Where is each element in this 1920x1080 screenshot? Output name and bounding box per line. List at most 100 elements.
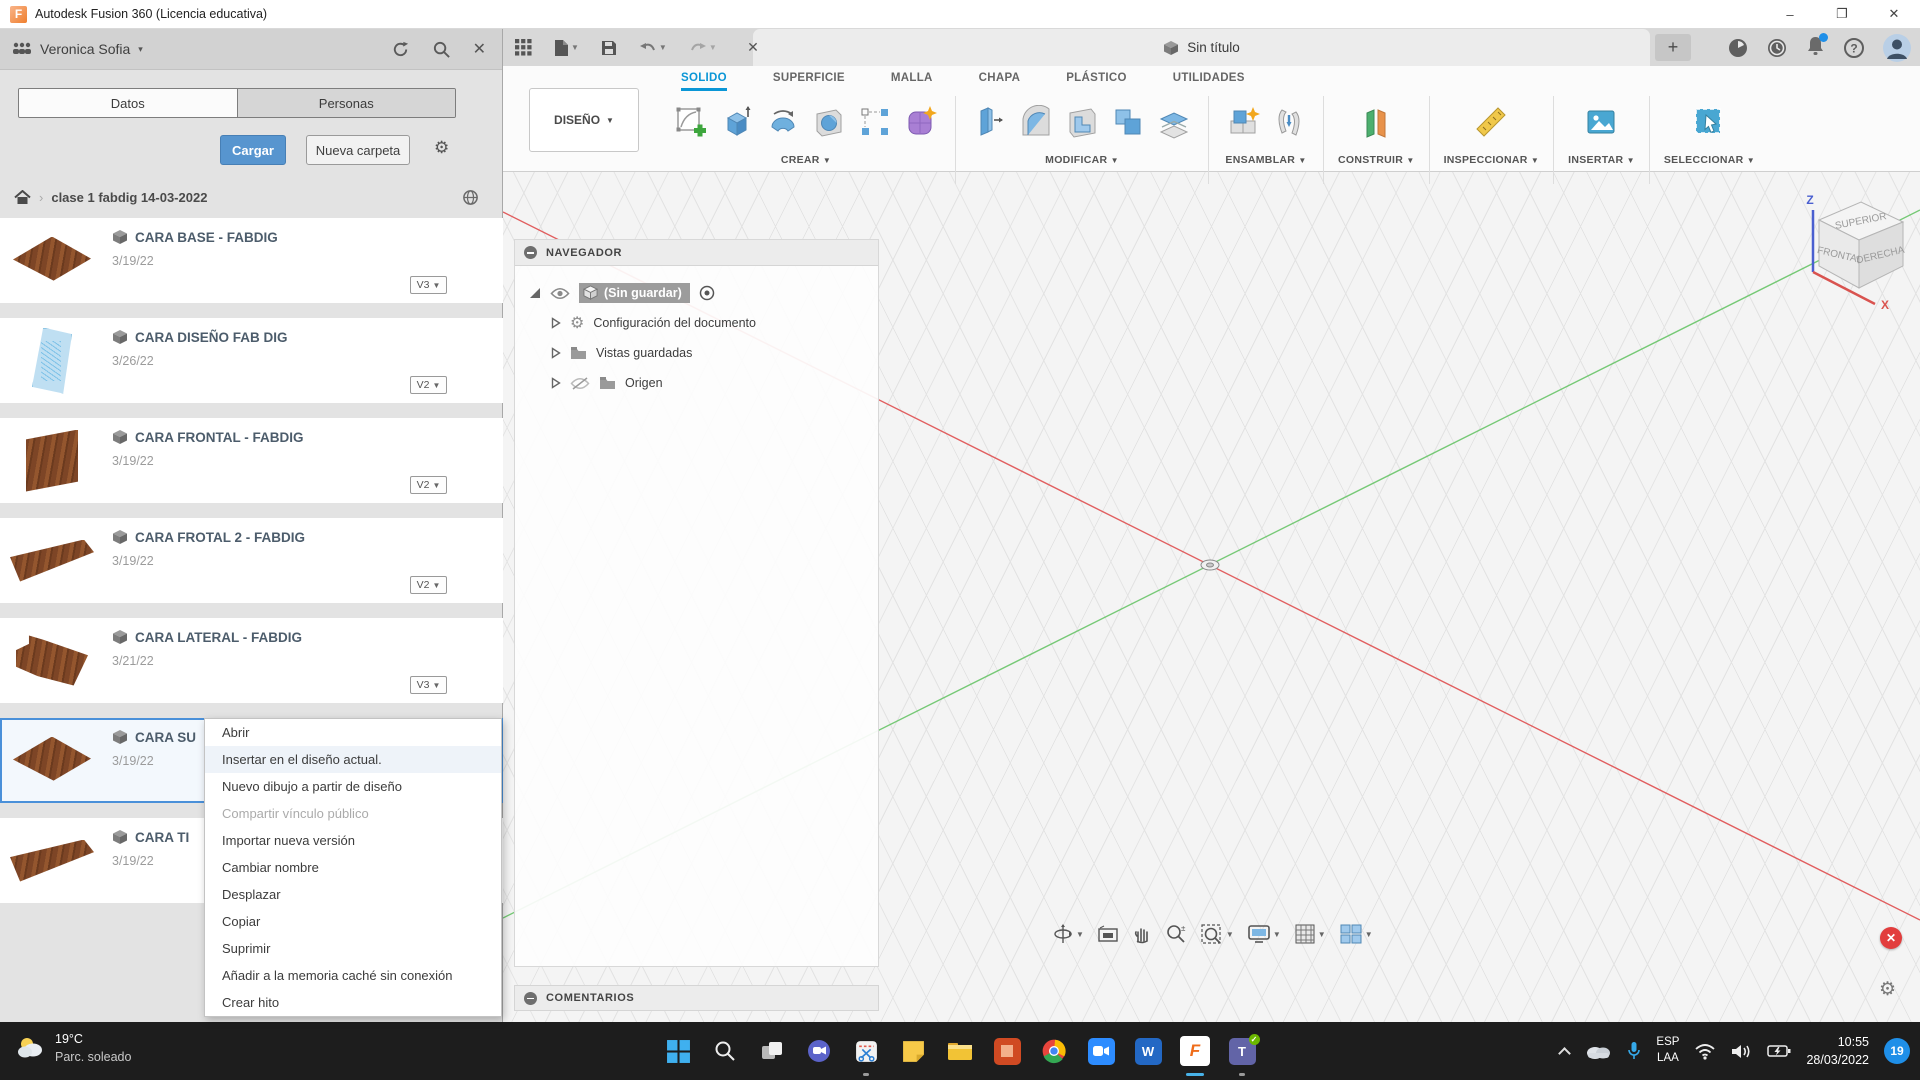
taskbar-task-view-button[interactable] <box>757 1033 787 1069</box>
tree-node-document-settings[interactable]: ⚙ Configuración del documento <box>551 308 878 338</box>
group-label-construir[interactable]: CONSTRUIR ▼ <box>1338 154 1415 166</box>
upload-button[interactable]: Cargar <box>220 135 286 165</box>
group-label-crear[interactable]: CREAR ▼ <box>780 154 832 166</box>
display-settings-button[interactable]: ▼ <box>1243 921 1285 947</box>
modeling-viewport[interactable]: NAVEGADOR (Sin guardar) ⚙ Configuración … <box>503 172 1920 1022</box>
redo-button[interactable]: ▼ <box>689 41 717 55</box>
language-indicator[interactable]: ESP LAA <box>1656 1035 1679 1066</box>
hole-icon[interactable] <box>809 99 849 145</box>
maximize-button[interactable]: ❐ <box>1836 6 1848 21</box>
onedrive-icon[interactable] <box>1584 1042 1612 1060</box>
team-selector[interactable]: Veronica Sofia ▾ <box>12 41 143 57</box>
account-avatar[interactable] <box>1882 33 1912 63</box>
design-list-item[interactable]: CARA BASE - FABDIG 3/19/22 V3 ▼ <box>0 218 503 303</box>
activate-radio-icon[interactable] <box>699 285 715 301</box>
context-menu-item[interactable]: Copiar <box>222 914 261 929</box>
document-tab[interactable]: Sin título <box>753 29 1650 66</box>
context-menu-item[interactable]: Nuevo dibujo a partir de diseño <box>222 779 402 794</box>
version-dropdown[interactable]: V3 ▼ <box>410 676 447 694</box>
visibility-eye-icon[interactable] <box>550 287 570 300</box>
zoom-button[interactable]: ± <box>1161 920 1191 948</box>
file-menu[interactable]: ▼ <box>554 39 579 57</box>
context-menu-item[interactable]: Suprimir <box>222 941 271 956</box>
tree-root-document[interactable]: (Sin guardar) <box>529 278 878 308</box>
group-label-seleccionar[interactable]: SELECCIONAR ▼ <box>1663 154 1756 166</box>
group-label-ensamblar[interactable]: ENSAMBLAR ▼ <box>1225 154 1307 166</box>
volume-icon[interactable] <box>1731 1043 1752 1060</box>
taskbar-chat-button[interactable] <box>804 1033 834 1069</box>
taskbar-word-button[interactable]: W <box>1133 1033 1163 1069</box>
context-menu-item[interactable]: Cambiar nombre <box>222 860 319 875</box>
design-list-item[interactable]: CARA FRONTAL - FABDIG 3/19/22 V2 ▼ <box>0 418 503 503</box>
taskbar-snipping-tool-button[interactable] <box>851 1033 881 1076</box>
job-status-icon[interactable] <box>1727 37 1749 59</box>
group-label-inspeccionar[interactable]: INSPECCIONAR ▼ <box>1443 154 1540 166</box>
tab-utilidades[interactable]: UTILIDADES <box>1172 72 1245 84</box>
help-icon[interactable]: ? <box>1843 37 1865 59</box>
home-icon[interactable] <box>14 189 31 205</box>
tab-datos[interactable]: Datos <box>19 89 237 117</box>
refresh-icon[interactable] <box>391 40 410 59</box>
taskbar-zoom-button[interactable] <box>1086 1033 1116 1069</box>
new-folder-button[interactable]: Nueva carpeta <box>306 135 410 165</box>
collapse-icon[interactable] <box>524 246 537 259</box>
pan-button[interactable] <box>1128 921 1156 947</box>
comments-panel-header[interactable]: COMENTARIOS <box>514 985 879 1011</box>
insert-canvas-icon[interactable] <box>1581 99 1621 145</box>
tab-malla[interactable]: MALLA <box>890 72 933 84</box>
extrude-icon[interactable] <box>717 99 757 145</box>
fillet-icon[interactable] <box>1016 99 1056 145</box>
microphone-icon[interactable] <box>1627 1041 1641 1061</box>
create-sketch-icon[interactable] <box>671 99 711 145</box>
taskbar-file-explorer-button[interactable] <box>945 1033 975 1069</box>
version-dropdown[interactable]: V3 ▼ <box>410 276 447 294</box>
create-form-icon[interactable] <box>901 99 941 145</box>
tab-plastico[interactable]: PLÁSTICO <box>1066 72 1127 84</box>
collapsed-triangle-icon[interactable] <box>551 377 561 389</box>
taskbar-chrome-button[interactable] <box>1039 1033 1069 1069</box>
tree-node-origin[interactable]: Origen <box>551 368 878 398</box>
weather-widget[interactable]: 19°C Parc. soleado <box>16 1030 131 1066</box>
search-icon[interactable] <box>432 40 451 59</box>
view-cube[interactable]: SUPERIOR FRONTAL DERECHA Z X <box>1783 176 1915 312</box>
tab-chapa[interactable]: CHAPA <box>978 72 1021 84</box>
panel-settings-gear-icon[interactable]: ⚙ <box>434 138 450 157</box>
version-dropdown[interactable]: V2 ▼ <box>410 476 447 494</box>
undo-button[interactable]: ▼ <box>639 41 667 55</box>
version-dropdown[interactable]: V2 ▼ <box>410 576 447 594</box>
context-menu-item[interactable]: Abrir <box>222 725 250 740</box>
viewports-button[interactable]: ▼ <box>1335 920 1377 948</box>
expanded-triangle-icon[interactable] <box>529 287 541 299</box>
pattern-icon[interactable] <box>855 99 895 145</box>
grid-layout-button[interactable]: ▼ <box>1290 920 1330 948</box>
breadcrumb-folder[interactable]: clase 1 fabdig 14-03-2022 <box>51 189 208 205</box>
clock-widget[interactable]: 10:55 28/03/2022 <box>1806 1033 1869 1069</box>
design-list-item[interactable]: CARA FROTAL 2 - FABDIG 3/19/22 V2 ▼ <box>0 518 503 603</box>
context-menu-item[interactable]: Desplazar <box>222 887 281 902</box>
recent-clock-icon[interactable] <box>1766 37 1788 59</box>
taskbar-fusion-360-button[interactable]: F <box>1180 1033 1210 1076</box>
design-list-item[interactable]: CARA LATERAL - FABDIG 3/21/22 V3 ▼ <box>0 618 503 703</box>
taskbar-teams-button[interactable]: T ✓ <box>1227 1033 1260 1076</box>
taskbar-sticky-notes-button[interactable] <box>898 1033 928 1069</box>
measure-icon[interactable] <box>1471 99 1511 145</box>
design-list-item[interactable]: CARA DISEÑO FAB DIG 3/26/22 V2 ▼ <box>0 318 503 403</box>
close-button[interactable]: ✕ <box>1888 6 1900 21</box>
collapsed-triangle-icon[interactable] <box>551 347 561 359</box>
new-component-icon[interactable] <box>1223 99 1263 145</box>
battery-icon[interactable] <box>1767 1044 1791 1058</box>
context-menu-item[interactable]: Insertar en el diseño actual. <box>205 746 501 773</box>
fit-button[interactable]: ▼ <box>1196 920 1238 948</box>
collapsed-triangle-icon[interactable] <box>551 317 561 329</box>
revolve-icon[interactable] <box>763 99 803 145</box>
web-view-icon[interactable] <box>462 189 479 206</box>
shell-icon[interactable] <box>1062 99 1102 145</box>
navigator-header[interactable]: NAVEGADOR <box>515 240 878 266</box>
app-grid-icon[interactable] <box>515 39 532 56</box>
context-menu-item[interactable]: Añadir a la memoria caché sin conexión <box>222 968 453 983</box>
combine-icon[interactable] <box>1108 99 1148 145</box>
context-menu-item[interactable]: Importar nueva versión <box>222 833 355 848</box>
construct-plane-icon[interactable] <box>1356 99 1396 145</box>
notification-count-badge[interactable]: 19 <box>1884 1038 1910 1064</box>
orbit-button[interactable]: ▼ <box>1048 920 1088 948</box>
